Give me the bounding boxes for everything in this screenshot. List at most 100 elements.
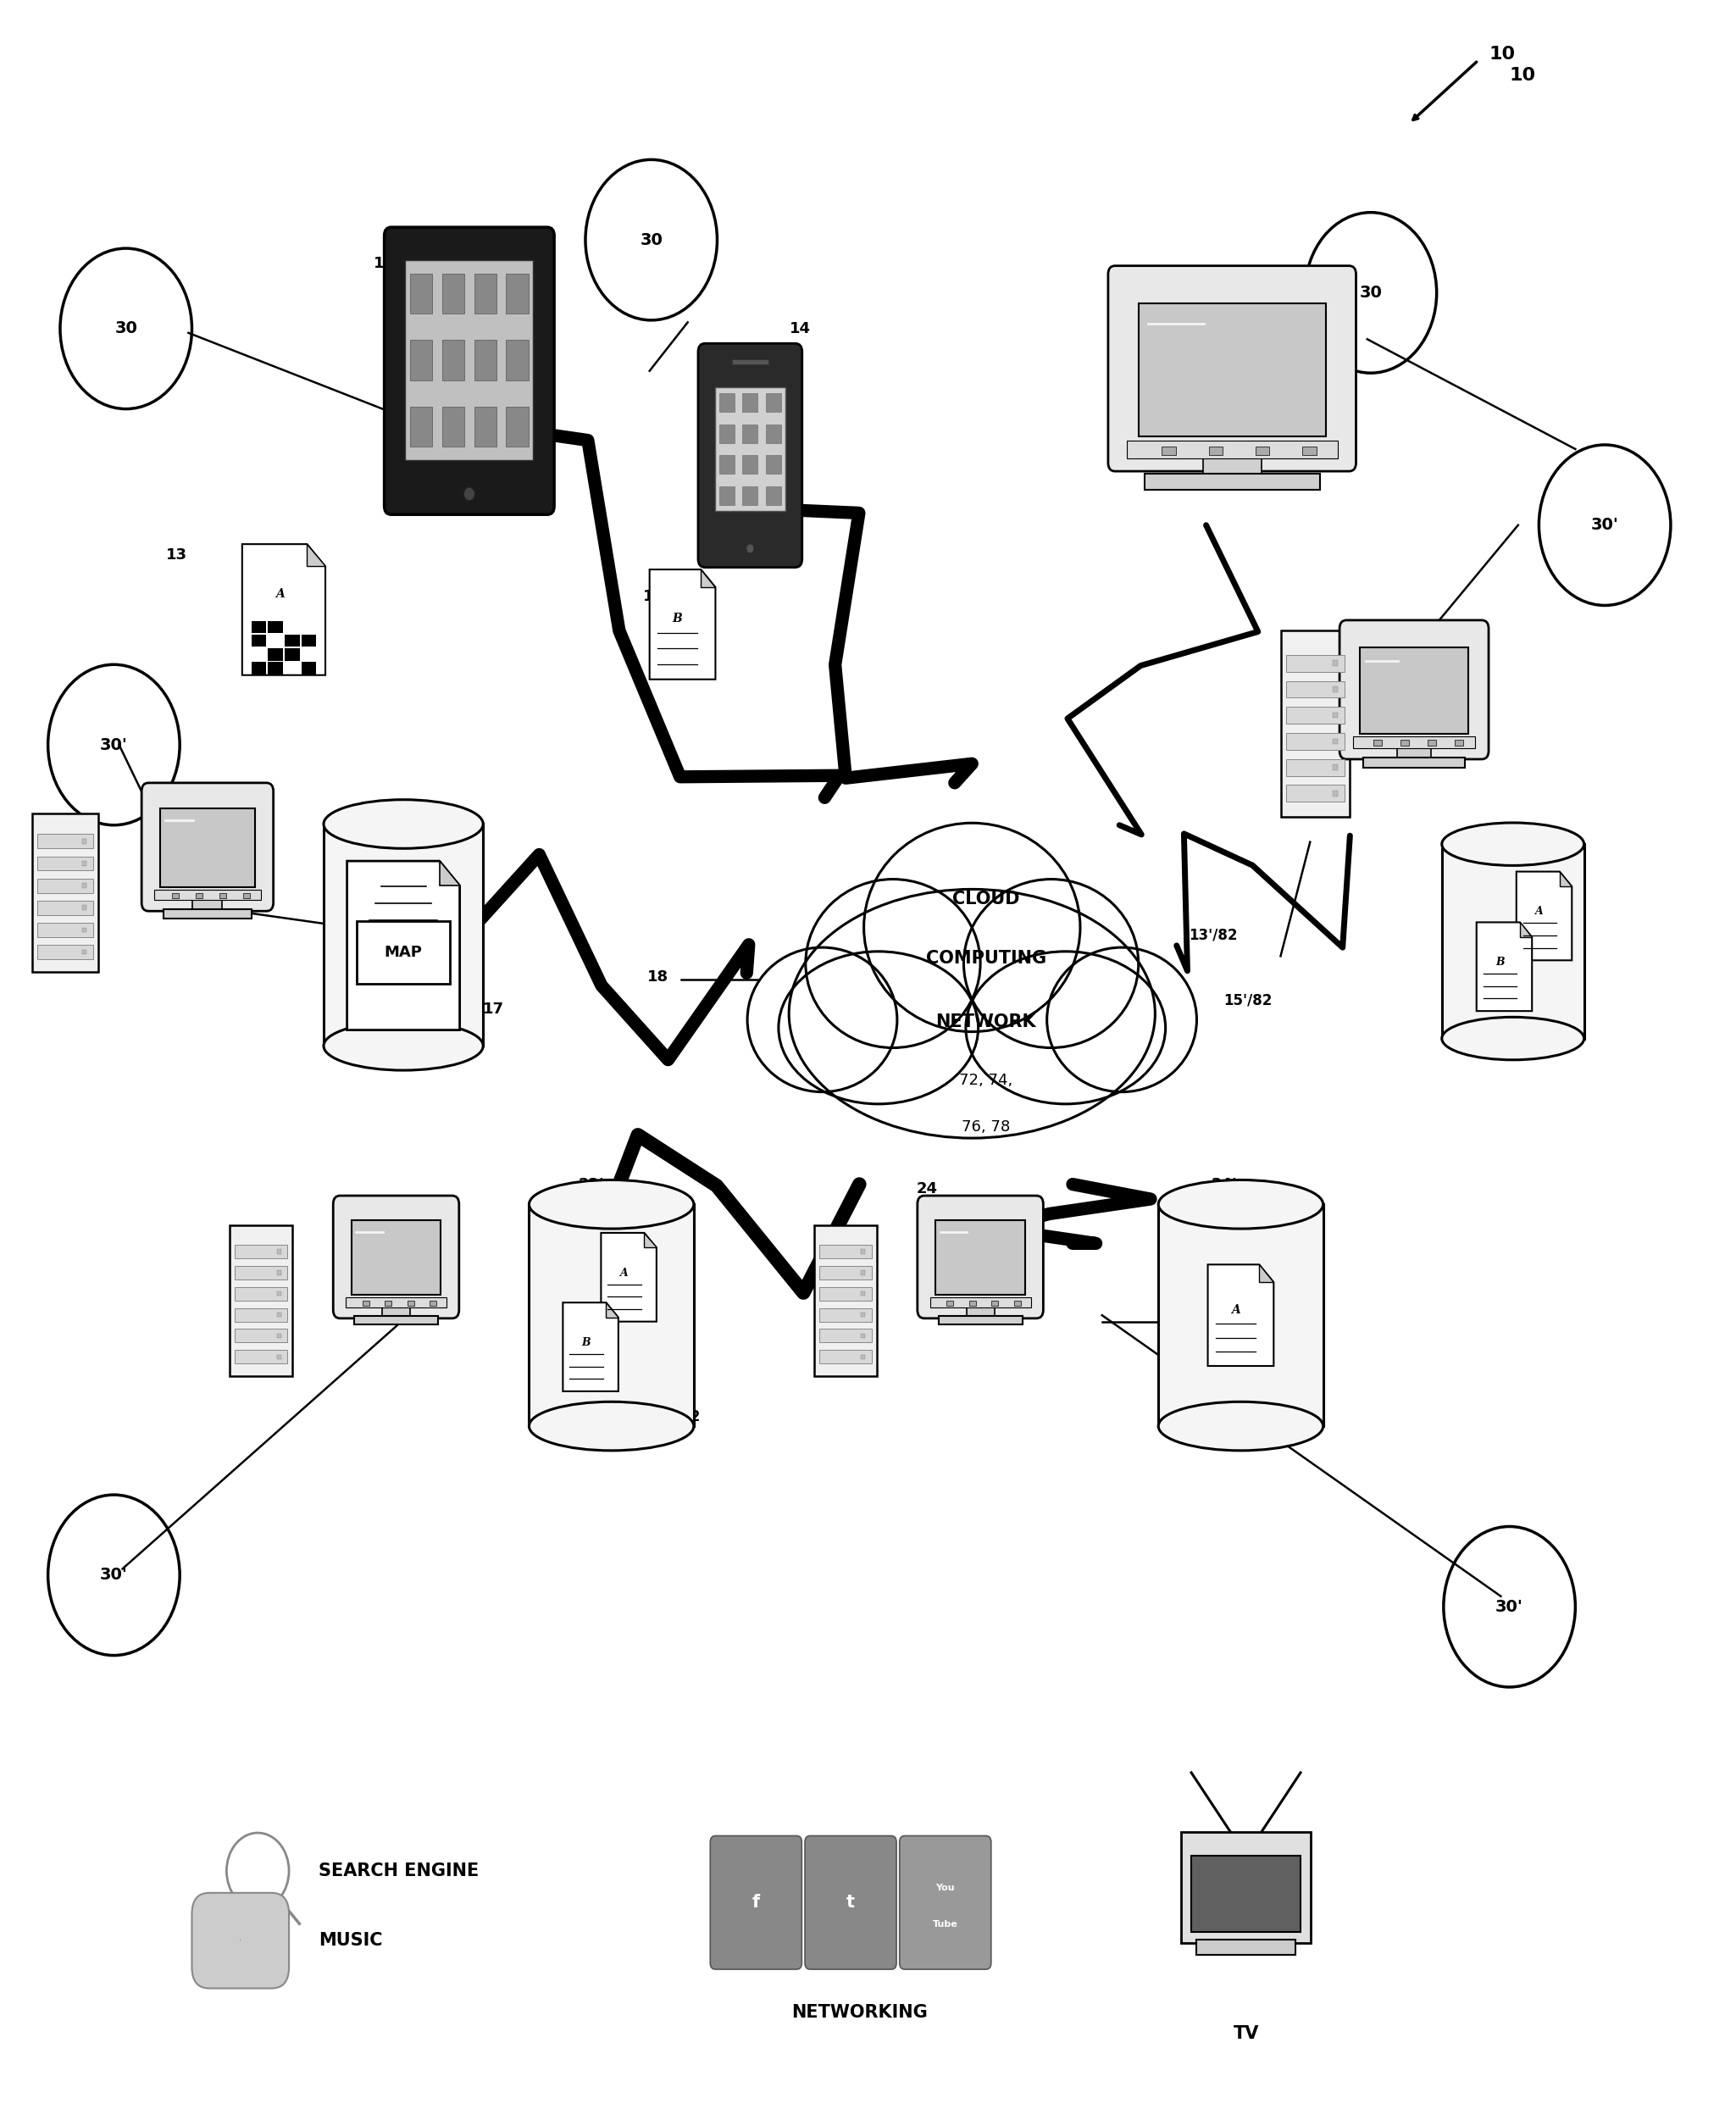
Bar [234, 1328, 288, 1343]
FancyBboxPatch shape [333, 1195, 458, 1318]
Bar [861, 1250, 865, 1254]
Text: 13: 13 [167, 548, 187, 563]
Bar [38, 833, 94, 848]
Bar [267, 622, 283, 632]
Text: 20: 20 [181, 873, 201, 890]
Bar [354, 1316, 437, 1324]
Bar [1427, 740, 1436, 747]
Bar [1139, 302, 1326, 436]
Bar [819, 1349, 871, 1364]
Bar [82, 840, 87, 844]
Polygon shape [644, 1233, 656, 1248]
Bar [946, 1301, 953, 1305]
Polygon shape [562, 1303, 618, 1392]
Text: 98: 98 [248, 643, 271, 658]
Text: 26': 26' [1552, 844, 1578, 859]
Bar [363, 1301, 370, 1305]
Bar [276, 1354, 281, 1360]
Text: NETWORK: NETWORK [936, 1013, 1036, 1030]
Bar [443, 341, 465, 381]
Bar [443, 273, 465, 313]
Text: MAP: MAP [384, 945, 422, 960]
Bar [819, 1267, 871, 1280]
Bar [969, 1301, 976, 1305]
Polygon shape [601, 1233, 656, 1322]
Bar [529, 1203, 694, 1426]
Polygon shape [1559, 871, 1571, 886]
Text: 12: 12 [373, 256, 396, 271]
FancyBboxPatch shape [384, 226, 554, 514]
Bar [276, 1271, 281, 1275]
Bar [243, 893, 250, 899]
Text: 30: 30 [641, 233, 663, 247]
Bar [1208, 446, 1222, 455]
Ellipse shape [788, 888, 1154, 1138]
Bar [385, 1301, 392, 1305]
Bar [234, 1307, 288, 1322]
Bar [1397, 749, 1430, 761]
Bar [1127, 440, 1337, 459]
Bar [38, 945, 94, 960]
Bar [1180, 1832, 1311, 1944]
Bar [719, 393, 734, 412]
Bar [382, 1307, 410, 1320]
Bar [1333, 791, 1337, 795]
Bar [323, 825, 483, 1047]
Text: B: B [672, 613, 682, 624]
Text: B: B [1495, 956, 1505, 969]
Bar [252, 634, 266, 647]
Bar [861, 1354, 865, 1360]
Text: 22: 22 [335, 1193, 358, 1210]
Text: 13'/82: 13'/82 [1189, 926, 1238, 943]
Text: You: You [936, 1884, 955, 1893]
Text: SEARCH ENGINE: SEARCH ENGINE [318, 1863, 479, 1880]
Polygon shape [1208, 1265, 1274, 1366]
Ellipse shape [1443, 1017, 1583, 1060]
Polygon shape [701, 569, 715, 588]
Bar [766, 393, 781, 412]
Bar [1363, 757, 1465, 768]
Bar [861, 1292, 865, 1296]
Bar [160, 808, 255, 886]
Bar [1014, 1301, 1021, 1305]
Bar [82, 950, 87, 954]
Text: COMPUTING: COMPUTING [925, 950, 1047, 967]
FancyBboxPatch shape [806, 1836, 896, 1969]
Polygon shape [347, 861, 460, 1030]
Bar [219, 893, 226, 899]
Text: Tube: Tube [932, 1920, 958, 1929]
Bar [302, 662, 316, 675]
Bar [936, 1220, 1026, 1294]
Bar [229, 1225, 292, 1375]
Bar [163, 909, 252, 918]
FancyBboxPatch shape [1340, 620, 1489, 759]
Bar [1401, 740, 1408, 747]
Bar [38, 922, 94, 937]
Bar [302, 634, 316, 647]
Bar [474, 406, 496, 446]
Bar [743, 455, 757, 474]
FancyBboxPatch shape [1108, 266, 1356, 472]
Polygon shape [649, 569, 715, 679]
Text: 24': 24' [1212, 1176, 1238, 1193]
Ellipse shape [746, 948, 898, 1091]
Text: A: A [1536, 905, 1543, 918]
Bar [252, 622, 266, 632]
Bar [276, 1292, 281, 1296]
Bar [155, 890, 260, 901]
Polygon shape [1477, 922, 1531, 1011]
Bar [1286, 706, 1344, 723]
Bar [1373, 740, 1382, 747]
Text: 15: 15 [642, 590, 663, 605]
Bar [474, 273, 496, 313]
Bar [1286, 785, 1344, 802]
Bar [1281, 630, 1351, 816]
Bar [1455, 740, 1463, 747]
Bar [1191, 1855, 1300, 1933]
Text: MUSIC: MUSIC [318, 1933, 382, 1950]
Bar [1443, 844, 1583, 1038]
Bar [930, 1296, 1031, 1307]
Ellipse shape [806, 880, 981, 1047]
Bar [267, 649, 283, 660]
Bar [234, 1286, 288, 1301]
